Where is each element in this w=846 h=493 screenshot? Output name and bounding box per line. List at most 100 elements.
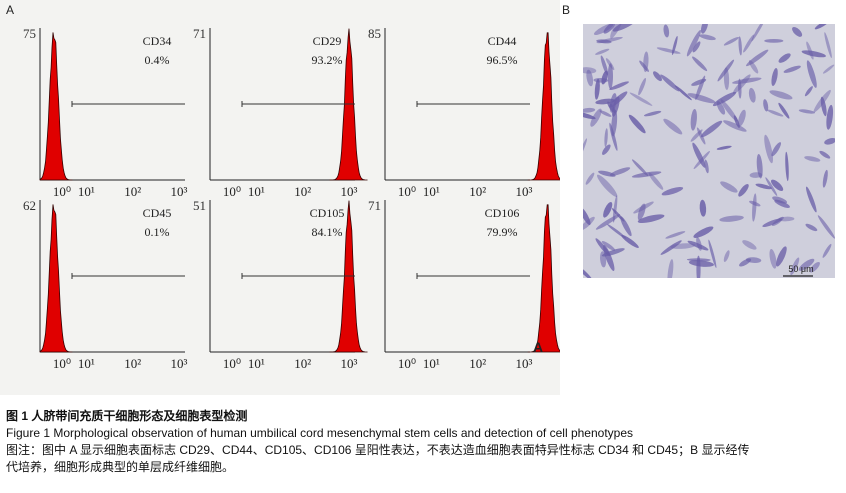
cell	[693, 150, 710, 170]
cell	[597, 174, 618, 198]
y-max-label: 85	[368, 26, 381, 41]
cell	[590, 108, 602, 127]
cell	[629, 92, 653, 106]
cell	[738, 36, 742, 56]
cell	[699, 199, 707, 217]
cell	[723, 250, 730, 262]
x-tick-label: 10⁰	[398, 184, 416, 199]
cell	[620, 216, 632, 237]
cell	[583, 207, 591, 226]
cell	[792, 26, 803, 37]
cell	[720, 99, 738, 122]
cell	[609, 81, 629, 91]
x-tick-label: 10²	[294, 184, 311, 199]
caption-note-line-1: 图注：图中 A 显示细胞表面标志 CD29、CD44、CD105、CD106 呈…	[6, 443, 750, 457]
marker-label: CD45	[143, 206, 172, 220]
caption-title-en: Figure 1 Morphological observation of hu…	[6, 426, 633, 440]
cell	[783, 65, 801, 73]
cell	[593, 77, 609, 83]
cell	[723, 120, 747, 132]
cell	[690, 108, 697, 131]
cell	[704, 159, 709, 174]
cell	[612, 195, 618, 223]
cell	[769, 248, 777, 269]
cell	[743, 34, 755, 53]
cell	[813, 89, 831, 113]
cell	[804, 86, 813, 97]
cell	[693, 226, 714, 238]
caption-title-cn: 图 1 人脐带间充质干细胞形态及细胞表型检测	[6, 409, 248, 423]
marker-percent: 84.1%	[312, 225, 343, 239]
cell	[806, 60, 817, 88]
marker-label: CD29	[313, 34, 342, 48]
x-tick-label: 10³	[516, 356, 533, 371]
cell	[686, 29, 701, 57]
cell	[604, 128, 608, 147]
x-tick-label: 10¹	[248, 356, 265, 371]
histogram-peak	[527, 204, 566, 353]
cell	[687, 93, 716, 104]
cell	[594, 78, 600, 100]
cell	[765, 177, 778, 196]
cell	[752, 193, 757, 222]
cell	[609, 91, 628, 108]
scale-bar-label: 50 μm	[788, 264, 813, 274]
cell	[746, 49, 769, 67]
cell	[772, 216, 784, 227]
cell	[764, 134, 773, 164]
cell	[737, 109, 746, 127]
x-tick-label: 10¹	[423, 184, 440, 199]
cell	[663, 118, 683, 135]
panel-label-b: B	[562, 3, 571, 17]
cell	[612, 24, 638, 32]
flow-cytometry-panel: 75 CD34 0.4% 10⁰ 10¹ 10² 10³ 71 CD29 93.2% 10⁰ 10¹ 1…	[0, 0, 566, 395]
cell	[814, 24, 831, 30]
cell	[716, 145, 732, 150]
cell	[607, 63, 613, 90]
y-max-label: 71	[193, 26, 206, 41]
marker-percent: 0.1%	[145, 225, 170, 239]
cell	[631, 171, 662, 178]
histogram-peak	[39, 204, 73, 353]
cell	[599, 110, 612, 117]
cell	[637, 214, 665, 224]
marker-label: CD106	[485, 206, 520, 220]
cell	[648, 172, 664, 190]
cell	[663, 24, 670, 38]
cell	[778, 102, 790, 119]
marker-label: CD105	[310, 206, 345, 220]
cell	[585, 172, 595, 185]
cell	[610, 24, 624, 39]
cell	[688, 260, 714, 267]
cell	[632, 159, 649, 177]
cell	[583, 138, 588, 158]
micrograph-panel: 50 μm	[583, 24, 835, 278]
cell	[751, 24, 766, 42]
cell	[603, 201, 613, 218]
cell	[748, 87, 756, 103]
cell	[817, 215, 835, 239]
cell	[692, 41, 701, 53]
cell	[826, 104, 834, 130]
cell	[653, 71, 662, 82]
marker-label: CD44	[488, 34, 517, 48]
cell	[586, 69, 594, 87]
cell	[595, 48, 610, 55]
cell	[671, 36, 678, 55]
x-tick-label: 10²	[469, 356, 486, 371]
x-tick-label: 10¹	[78, 356, 95, 371]
x-tick-label: 10³	[171, 184, 188, 199]
x-tick-label: 10⁰	[223, 356, 241, 371]
y-max-label: 51	[193, 198, 206, 213]
cell	[600, 55, 609, 76]
x-tick-label: 10⁰	[53, 184, 71, 199]
cell	[700, 120, 723, 138]
cell	[732, 77, 762, 84]
marker-percent: 79.9%	[487, 225, 518, 239]
cell	[638, 77, 647, 96]
x-tick-label: 10²	[469, 184, 486, 199]
cell	[798, 258, 815, 271]
x-tick-label: 10³	[171, 356, 188, 371]
caption-note-line-2: 代培养，细胞形成典型的单层成纤维细胞。	[6, 460, 235, 474]
cell	[738, 183, 749, 197]
